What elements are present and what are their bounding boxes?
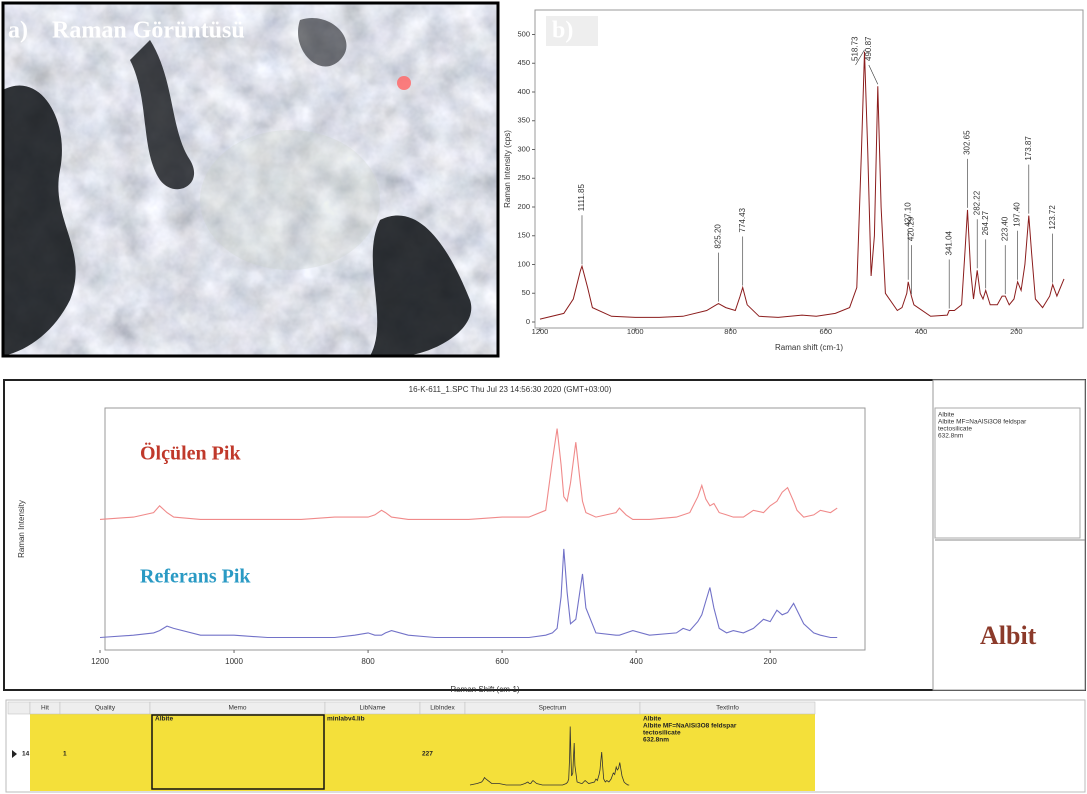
panel-c-frame — [4, 380, 1085, 690]
x-axis-label: Raman Shift (cm-1) — [450, 685, 520, 694]
x-tick-label: 600 — [495, 657, 509, 666]
memo: Albite — [155, 716, 173, 723]
x-tick-label: 200 — [1010, 327, 1023, 336]
peak-label: 173.87 — [1024, 136, 1033, 161]
column-header: TextInfo — [716, 705, 739, 712]
y-tick-label: 200 — [517, 202, 530, 211]
x-tick-label: 200 — [763, 657, 777, 666]
x-tick-label: 1000 — [225, 657, 243, 666]
plot-frame — [535, 10, 1083, 328]
result: Albit — [980, 621, 1037, 650]
y-tick-label: 0 — [526, 317, 530, 326]
y-axis-label: Raman Intensity (cps) — [503, 130, 512, 208]
textinfo-line: tectosilicate — [643, 730, 681, 737]
peak-label: 490.87 — [864, 36, 873, 61]
series-label: Ölçülen Pik — [140, 442, 241, 465]
raman-image — [3, 3, 498, 356]
info-line: 632.8nm — [938, 433, 963, 440]
peak-label: 123.72 — [1048, 205, 1057, 230]
y-tick-label: 350 — [517, 116, 530, 125]
x-axis-label: Raman shift (cm-1) — [775, 343, 843, 352]
y-tick-label: 450 — [517, 58, 530, 67]
info-line: tectosilicate — [938, 426, 972, 433]
column-header: Memo — [228, 705, 246, 712]
peak-label: 302.65 — [963, 130, 972, 155]
peak-leader — [869, 65, 878, 84]
image-title: Raman Görüntüsü — [52, 18, 245, 44]
libname: minlabv4.lib — [327, 716, 365, 723]
peak-label: 264.27 — [981, 210, 990, 235]
x-tick-label: 1200 — [91, 657, 109, 666]
spectrum-line — [100, 549, 837, 638]
panel-label: a) — [8, 18, 28, 44]
column-header: LibName — [359, 705, 385, 712]
spectrum-line — [540, 52, 1064, 319]
chart-title: 16-K-611_1.SPC Thu Jul 23 14:56:30 2020 … — [409, 385, 612, 394]
textinfo-line: Albite — [643, 716, 661, 723]
quality: 1 — [63, 751, 67, 758]
libindex: 227 — [422, 751, 433, 758]
peak-label: 1111.85 — [577, 184, 586, 212]
peak-label: 341.04 — [944, 230, 953, 255]
peak-label: 518.73 — [851, 36, 860, 61]
x-tick-label: 400 — [915, 327, 928, 336]
x-tick-label: 1200 — [532, 327, 549, 336]
peak-label: 774.43 — [738, 207, 747, 232]
column-header: Quality — [95, 705, 116, 712]
figure: a) Raman Görüntüsü Albit b)1200100080060… — [0, 0, 1087, 794]
peak-label: 825.20 — [714, 224, 723, 249]
peak-label: 197.40 — [1013, 202, 1022, 227]
header-cell — [8, 702, 30, 714]
panel-label: b) — [552, 18, 573, 44]
column-header: Spectrum — [539, 705, 567, 712]
x-tick-label: 800 — [724, 327, 737, 336]
y-tick-label: 500 — [517, 29, 530, 38]
x-tick-label: 600 — [820, 327, 833, 336]
y-tick-label: 250 — [517, 173, 530, 182]
y-tick-label: 150 — [517, 231, 530, 240]
y-axis-label: Raman Intensity — [17, 500, 26, 558]
textinfo-line: Albite MF=NaAlSi3O8 feldspar — [643, 723, 737, 730]
hit: 14 — [22, 751, 30, 758]
textinfo-line: 632.8nm — [643, 737, 669, 744]
x-tick-label: 800 — [361, 657, 375, 666]
y-tick-label: 300 — [517, 144, 530, 153]
y-tick-label: 50 — [522, 288, 530, 297]
y-tick-label: 400 — [517, 87, 530, 96]
info-line: Albite — [938, 412, 955, 419]
peak-label: 420.29 — [907, 216, 916, 241]
x-tick-label: 400 — [629, 657, 643, 666]
y-tick-label: 100 — [517, 259, 530, 268]
series-label: Referans Pik — [140, 566, 251, 588]
column-header: Hit — [41, 705, 49, 712]
column-header: LibIndex — [430, 705, 455, 712]
peak-label: 223.40 — [1000, 216, 1009, 241]
x-tick-label: 1000 — [627, 327, 644, 336]
info-line: Albite MF=NaAlSi3O8 feldspar — [938, 419, 1027, 426]
panel-label: c) — [18, 404, 37, 430]
